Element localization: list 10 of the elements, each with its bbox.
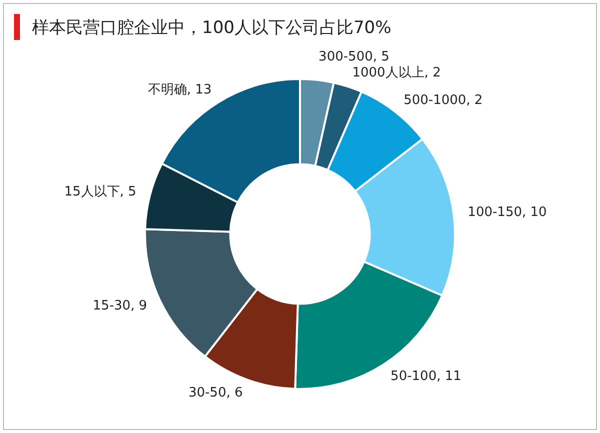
- slice-label: 30-50, 6: [188, 385, 243, 400]
- slice-label: 不明确, 13: [148, 82, 212, 98]
- slice-label: 15-30, 9: [92, 298, 148, 314]
- slice-label: 1000人以上, 2: [352, 66, 441, 81]
- slice-label: 300-500, 5: [318, 50, 390, 65]
- slice-label: 100-150, 10: [468, 205, 547, 220]
- slice-label: 50-100, 11: [390, 369, 462, 384]
- slice-label: 500-1000, 2: [404, 92, 483, 108]
- slice-label: 15人以下, 5: [64, 184, 136, 200]
- chart-title: 样本民营口腔企业中，100人以下公司占比70%: [32, 17, 392, 39]
